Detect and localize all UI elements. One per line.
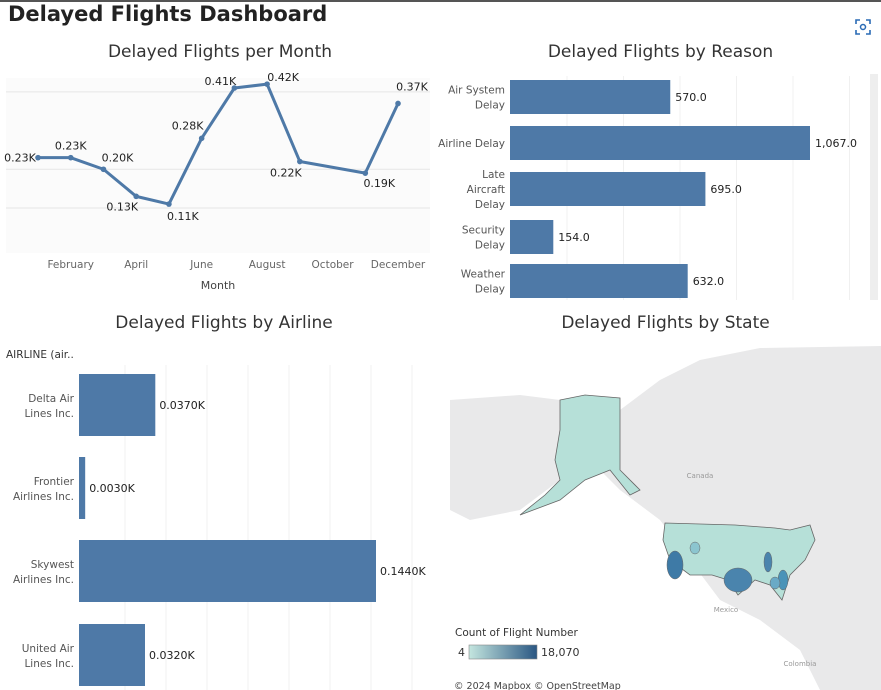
data-point <box>395 100 401 107</box>
bar-value-label: 632.0 <box>693 275 725 288</box>
category-label: Airlines Inc. <box>13 574 74 586</box>
data-label: 0.13K <box>106 200 138 213</box>
airline-bar <box>79 624 145 686</box>
x-tick-label: August <box>249 259 286 271</box>
data-label: 0.37K <box>396 80 428 93</box>
top-border <box>0 0 881 2</box>
category-label: Delay <box>475 100 505 112</box>
category-label: Frontier <box>34 476 75 488</box>
data-point <box>133 193 139 200</box>
data-label: 0.41K <box>205 75 237 88</box>
data-label: 0.23K <box>4 152 36 165</box>
category-label: Late <box>482 169 505 181</box>
state-alaska <box>519 394 641 516</box>
airline-bar <box>79 374 156 436</box>
bar-value-label: 0.0320K <box>149 649 195 662</box>
state-map: Canada Mexico Colombia <box>450 345 881 690</box>
state-map-title: Delayed Flights by State <box>561 313 770 333</box>
x-tick-label: February <box>47 259 94 271</box>
reason-bar <box>510 126 810 160</box>
data-point <box>297 158 303 165</box>
data-point <box>100 166 107 173</box>
category-label: Aircraft <box>467 184 505 196</box>
category-label: Lines Inc. <box>24 658 74 670</box>
reason-chart-title: Delayed Flights by Reason <box>547 42 774 62</box>
category-label: Security <box>462 225 505 237</box>
state-shape <box>666 550 684 580</box>
color-legend-bar <box>468 644 538 660</box>
category-label: Delay <box>475 199 505 211</box>
reason-scrollbar[interactable] <box>870 74 878 300</box>
category-label: Delta Air <box>28 393 74 405</box>
bar-value-label: 1,067.0 <box>815 137 857 150</box>
reason-bar <box>510 220 554 254</box>
data-point <box>35 154 41 161</box>
bar-value-label: 154.0 <box>558 231 590 244</box>
data-label: 0.23K <box>55 140 87 153</box>
data-point <box>362 170 369 176</box>
category-label: Delay <box>475 284 505 296</box>
focus-mode-icon <box>855 19 871 35</box>
x-tick-label: December <box>371 259 426 271</box>
category-label: Skywest <box>31 559 74 571</box>
data-point <box>198 135 205 142</box>
data-label: 0.19K <box>363 177 395 190</box>
x-axis-title: Month <box>201 279 236 292</box>
map-label: Mexico <box>714 606 738 614</box>
data-label: 0.42K <box>267 71 299 84</box>
data-label: 0.20K <box>102 151 134 164</box>
data-point <box>67 154 74 161</box>
airline-bar <box>79 457 86 519</box>
airline-bar <box>79 540 376 602</box>
focus-mode-button[interactable] <box>852 16 874 38</box>
map-attribution: © 2024 Mapbox © OpenStreetMap <box>454 681 621 690</box>
map-label: Colombia <box>784 660 817 668</box>
data-point <box>166 201 172 207</box>
month-chart-title: Delayed Flights per Month <box>107 42 333 62</box>
state-shape <box>769 576 781 590</box>
state-shape <box>763 551 773 573</box>
reason-bar <box>510 80 671 114</box>
bar-value-label: 0.1440K <box>380 565 426 578</box>
airline-chart-title: Delayed Flights by Airline <box>115 313 333 333</box>
line-plot-area <box>6 78 430 253</box>
category-label: Weather <box>461 269 506 281</box>
reason-bar <box>510 172 706 206</box>
category-label: Airline Delay <box>438 138 505 150</box>
x-tick-label: April <box>124 259 148 271</box>
legend-title: Count of Flight Number <box>455 627 578 639</box>
bar-value-label: 0.0370K <box>159 399 205 412</box>
x-tick-label: October <box>312 259 355 271</box>
legend-max: 18,070 <box>541 646 580 659</box>
state-shape <box>723 567 753 593</box>
category-label: Air System <box>448 85 505 97</box>
category-label: United Air <box>22 643 75 655</box>
data-label: 0.28K <box>172 119 204 132</box>
data-point <box>264 81 270 87</box>
column-header: AIRLINE (air.. <box>6 349 74 361</box>
data-label: 0.22K <box>270 167 302 180</box>
category-label: Lines Inc. <box>24 408 74 420</box>
reason-bar <box>510 264 688 298</box>
land-mass <box>450 346 881 690</box>
legend-min: 4 <box>458 646 465 659</box>
bar-value-label: 570.0 <box>675 91 707 104</box>
category-label: Delay <box>475 240 505 252</box>
state-shape <box>689 541 701 555</box>
x-tick-label: June <box>189 259 213 271</box>
bar-value-label: 695.0 <box>710 183 742 196</box>
map-label: Canada <box>687 472 714 480</box>
data-point <box>231 85 238 91</box>
bar-value-label: 0.0030K <box>89 482 135 495</box>
data-label: 0.11K <box>167 210 199 223</box>
category-label: Airlines Inc. <box>13 491 74 503</box>
dashboard-title: Delayed Flights Dashboard <box>8 2 328 26</box>
